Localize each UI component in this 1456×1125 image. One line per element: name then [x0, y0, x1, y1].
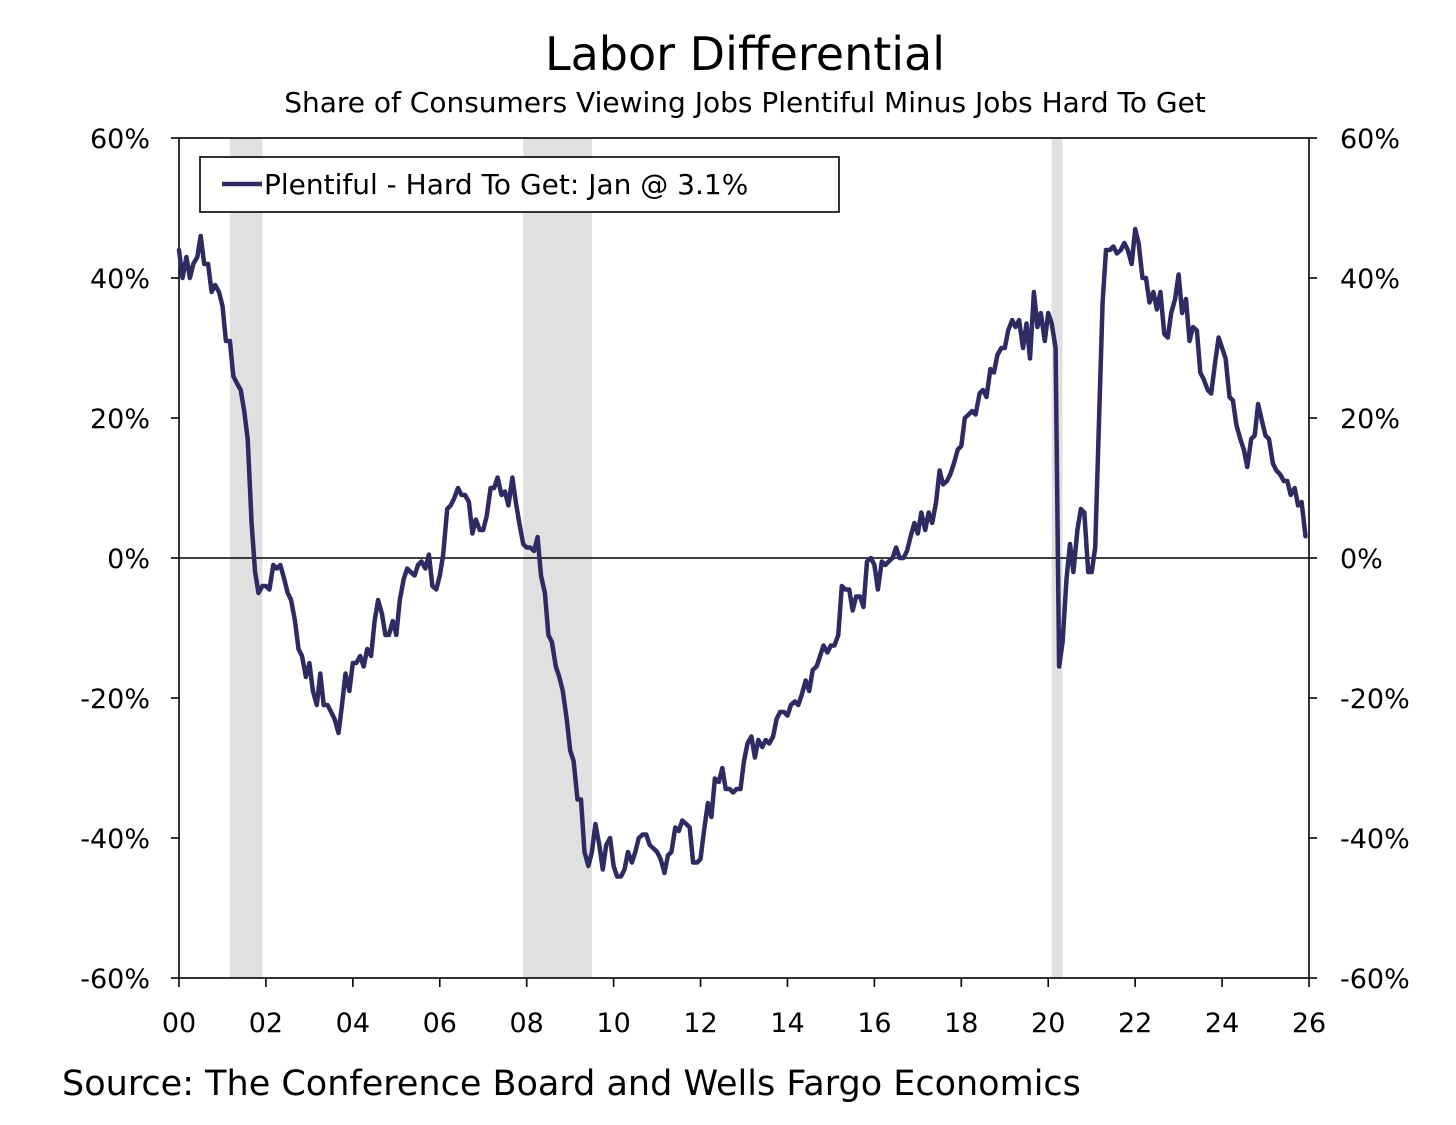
- legend: Plentiful - Hard To Get: Jan @ 3.1%: [199, 156, 840, 213]
- x-tick-label: 22: [1118, 1008, 1152, 1039]
- x-tick-label: 18: [944, 1008, 978, 1039]
- chart-subtitle: Share of Consumers Viewing Jobs Plentifu…: [284, 86, 1206, 119]
- y-tick-left-label: -40%: [80, 824, 150, 855]
- y-tick-right-label: -60%: [1340, 964, 1410, 995]
- x-tick-label: 08: [510, 1008, 544, 1039]
- x-tick-label: 04: [336, 1008, 370, 1039]
- source-note: Source: The Conference Board and Wells F…: [62, 1064, 1081, 1104]
- legend-box: [199, 156, 840, 213]
- y-tick-right-label: -40%: [1340, 824, 1410, 855]
- x-axis: 00 02 04 06 08 10 12 14 16 18 20 22 24 26: [162, 978, 1326, 1039]
- x-tick-label: 16: [857, 1008, 891, 1039]
- y-tick-right-label: 60%: [1340, 124, 1400, 155]
- y-tick-left-label: 20%: [90, 404, 150, 435]
- x-tick-label: 20: [1031, 1008, 1065, 1039]
- y-tick-left-label: 60%: [90, 124, 150, 155]
- y-axis-left: 60% 40% 20% 0% -20% -40% -60%: [80, 124, 179, 995]
- x-tick-label: 26: [1292, 1008, 1326, 1039]
- x-tick-label: 12: [683, 1008, 717, 1039]
- x-tick-label: 00: [162, 1008, 196, 1039]
- y-tick-right-label: 0%: [1340, 544, 1383, 575]
- y-tick-left-label: 40%: [90, 264, 150, 295]
- x-tick-label: 14: [770, 1008, 804, 1039]
- series-line-plentiful-minus-hard: [176, 226, 1308, 879]
- y-tick-right-label: 20%: [1340, 404, 1400, 435]
- x-tick-label: 24: [1205, 1008, 1239, 1039]
- x-tick-label: 02: [249, 1008, 283, 1039]
- y-tick-left-label: -20%: [80, 684, 150, 715]
- chart-title: Labor Differential: [545, 27, 945, 81]
- y-axis-right: 60% 40% 20% 0% -20% -40% -60%: [1309, 124, 1410, 995]
- y-tick-left-label: 0%: [107, 544, 150, 575]
- x-tick-label: 06: [423, 1008, 457, 1039]
- y-tick-right-label: 40%: [1340, 264, 1400, 295]
- legend-label: Plentiful - Hard To Get: Jan @ 3.1%: [264, 168, 748, 201]
- x-tick-label: 10: [596, 1008, 630, 1039]
- y-tick-right-label: -20%: [1340, 684, 1410, 715]
- y-tick-left-label: -60%: [80, 964, 150, 995]
